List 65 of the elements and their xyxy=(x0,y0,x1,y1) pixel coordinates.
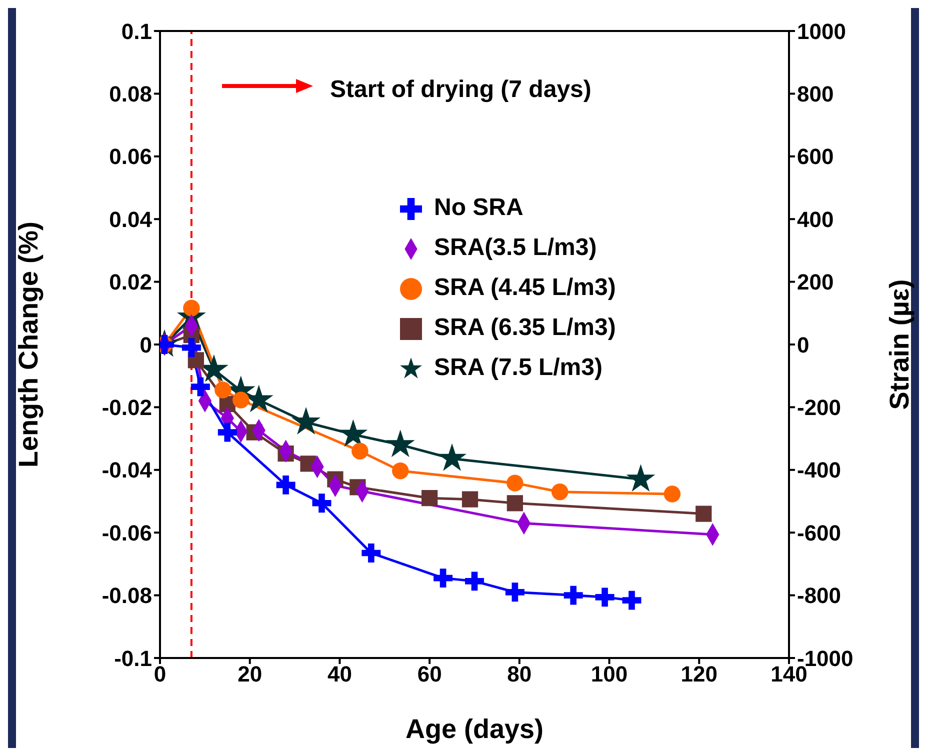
point xyxy=(595,588,614,607)
point xyxy=(465,572,484,591)
point xyxy=(622,590,642,610)
point xyxy=(218,422,237,442)
point xyxy=(183,300,200,316)
point xyxy=(214,382,232,398)
point xyxy=(664,486,681,502)
point xyxy=(506,495,523,512)
legend-label: SRA (6.35 L/m3) xyxy=(434,314,616,341)
point xyxy=(564,586,583,605)
y2-tick-label: 1000 xyxy=(797,18,846,44)
y2-tick-label: -800 xyxy=(797,583,842,608)
y-tick-label: 0.08 xyxy=(109,82,152,107)
point xyxy=(190,377,210,396)
x-tick-label: 60 xyxy=(417,662,442,687)
y-tick-label: -0.1 xyxy=(114,646,152,671)
point xyxy=(505,582,524,602)
x-tick-label: 80 xyxy=(507,662,532,687)
point xyxy=(506,474,524,492)
annotation: Start of drying (7 days) xyxy=(330,76,592,104)
point xyxy=(386,430,415,458)
y2-tick-label: 400 xyxy=(797,206,834,232)
legend-label: No SRA xyxy=(434,194,524,221)
y2-tick-label: -600 xyxy=(797,520,842,546)
x-tick-label: 20 xyxy=(238,662,262,687)
x-tick-label: 120 xyxy=(680,662,718,687)
y2-tick-label: -400 xyxy=(797,458,842,483)
point xyxy=(352,442,368,460)
y-tick-label: 0.06 xyxy=(109,144,152,170)
point xyxy=(232,392,250,408)
point xyxy=(422,490,438,506)
point xyxy=(276,475,296,494)
y-tick-label: 0.02 xyxy=(109,270,152,295)
legend-label: SRA (4.45 L/m3) xyxy=(434,274,616,301)
y-tick-label: 0 xyxy=(140,332,152,358)
y-tick-label: -0.02 xyxy=(102,395,152,420)
y-tick-label: -0.06 xyxy=(102,520,152,546)
point xyxy=(362,543,381,562)
y2-tick-label: 200 xyxy=(797,270,834,295)
legend-label: SRA (7.5 L/m3) xyxy=(434,354,602,381)
point xyxy=(434,568,453,588)
point xyxy=(392,462,409,480)
point xyxy=(551,483,568,500)
point xyxy=(312,494,332,513)
y2-tick-label: 600 xyxy=(797,144,834,170)
y-tick-label: 0.1 xyxy=(121,18,152,44)
y2-tick-label: 800 xyxy=(797,82,834,107)
point xyxy=(626,464,656,492)
point xyxy=(182,338,201,358)
x-axis-title: Age (days) xyxy=(405,714,544,744)
y2-tick-label: 0 xyxy=(797,332,810,358)
point xyxy=(292,407,320,435)
y2-tick-label: -200 xyxy=(797,395,842,420)
y-axis-title: Length Change (%) xyxy=(14,222,44,468)
x-tick-label: 40 xyxy=(327,662,352,687)
y-tick-label: 0.04 xyxy=(109,206,153,232)
point xyxy=(438,443,467,471)
point xyxy=(696,506,712,522)
legend-label: SRA(3.5 L/m3) xyxy=(434,234,597,261)
y-tick-label: -0.08 xyxy=(102,583,152,608)
y2-axis-title: Strain (µε) xyxy=(884,279,915,410)
point xyxy=(462,491,478,508)
x-tick-label: 100 xyxy=(590,662,628,687)
y-tick-label: -0.04 xyxy=(102,458,153,483)
point xyxy=(338,419,368,447)
